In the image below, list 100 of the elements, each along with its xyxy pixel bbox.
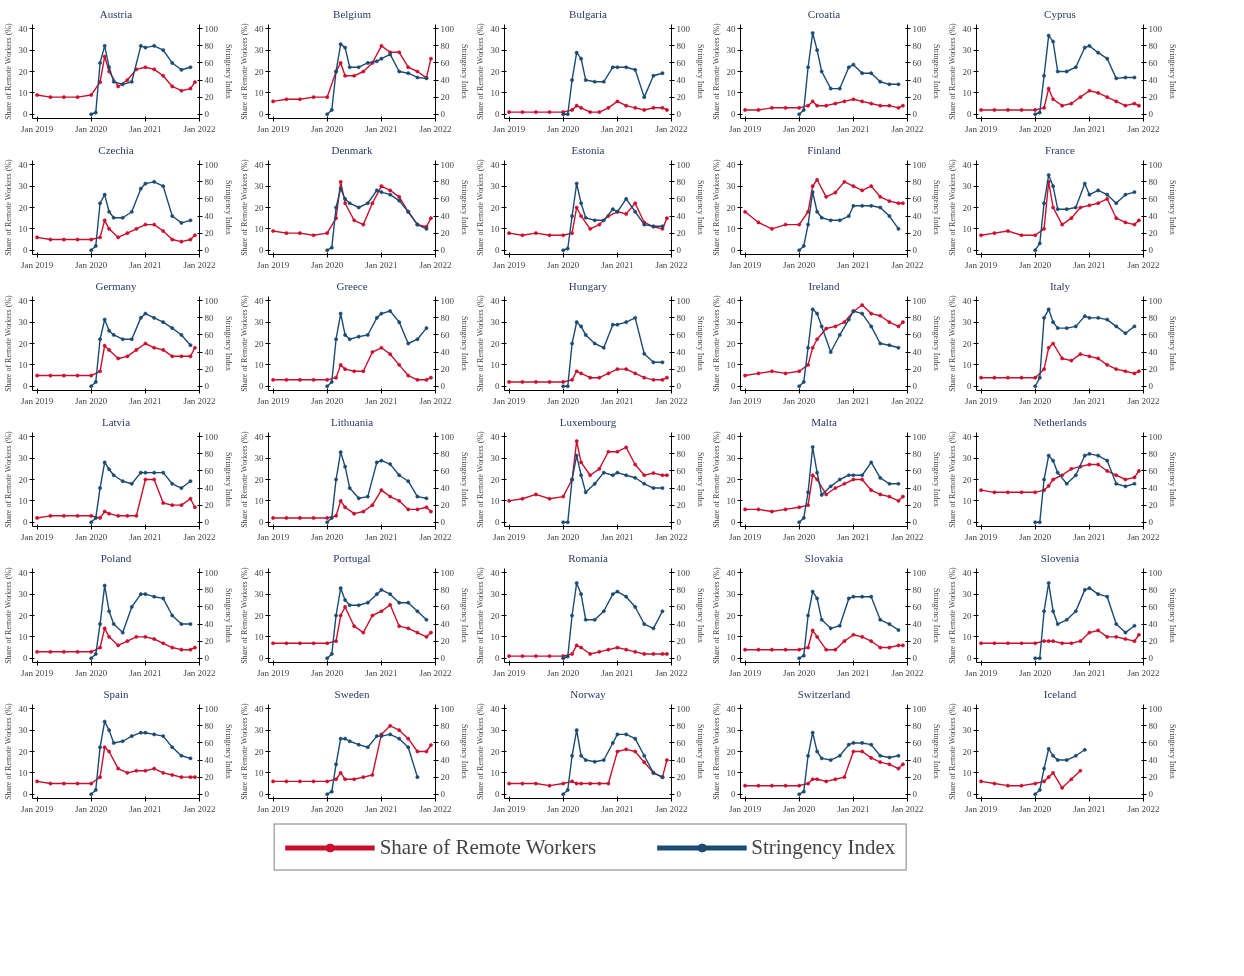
x-tick-label: Jan 2021 [129,531,162,542]
y2-tick-label: 40 [204,619,214,630]
x-tick-label: Jan 2022 [655,667,688,678]
y-tick-label: 30 [254,725,264,736]
x-tick-label: Jan 2019 [20,667,54,678]
y2-tick-label: 20 [676,92,686,103]
y-tick-label: 40 [490,567,500,578]
y2-tick-label: 80 [676,584,686,595]
y2-tick-label: 100 [912,295,927,306]
y2-axis-title: Stringency Index [224,452,233,507]
x-tick-label: Jan 2020 [1019,803,1052,814]
x-tick-label: Jan 2021 [129,123,162,134]
y2-tick-label: 40 [912,75,922,86]
y-tick-label: 10 [490,223,500,234]
y2-tick-label: 80 [204,40,214,51]
y2-axis-title: Stringency Index [460,180,469,235]
y-axis-title: Share of Remote Workers (%) [947,566,957,664]
y2-tick-label: 0 [676,381,682,392]
y-axis-title: Share of Remote Workers (%) [239,294,249,392]
y-axis-title: Share of Remote Workers (%) [475,294,485,392]
y2-tick-label: 100 [440,431,455,442]
y-tick-label: 10 [962,223,972,234]
y-tick-label: 40 [254,295,264,306]
x-tick-label: Jan 2020 [547,803,580,814]
y-tick-label: 10 [490,359,500,370]
y-tick-label: 40 [18,295,28,306]
y2-tick-label: 60 [440,57,450,68]
y-tick-label: 30 [962,725,972,736]
y2-tick-label: 60 [1148,329,1158,340]
y2-tick-label: 0 [440,789,446,800]
x-tick-label: Jan 2022 [1127,803,1160,814]
y2-tick-label: 20 [204,92,214,103]
x-tick-label: Jan 2020 [783,803,816,814]
y2-tick-label: 100 [204,23,219,34]
x-tick-label: Jan 2021 [365,531,398,542]
y-tick-label: 10 [254,359,264,370]
y2-tick-label: 20 [676,772,686,783]
chart-title: Bulgaria [569,7,608,20]
y2-tick-label: 60 [912,737,922,748]
y-tick-label: 0 [23,789,28,800]
y-axis-title: Share of Remote Workers (%) [3,566,13,664]
y2-tick-label: 60 [440,601,450,612]
y2-tick-label: 40 [912,619,922,630]
x-tick-label: Jan 2022 [183,259,216,270]
y-tick-label: 0 [259,653,264,664]
x-tick-label: Jan 2021 [837,667,870,678]
y2-tick-label: 20 [440,228,450,239]
y-tick-label: 40 [726,159,736,170]
y-axis-title: Share of Remote Workers (%) [475,158,485,256]
x-tick-label: Jan 2020 [75,667,108,678]
y2-tick-label: 40 [204,211,214,222]
x-tick-label: Jan 2021 [601,531,634,542]
y-tick-label: 0 [967,789,972,800]
x-tick-label: Jan 2022 [183,667,216,678]
x-tick-label: Jan 2020 [75,803,108,814]
x-tick-label: Jan 2021 [601,123,634,134]
x-tick-label: Jan 2021 [837,395,870,406]
x-tick-label: Jan 2020 [311,123,344,134]
y2-axis-title: Stringency Index [932,724,941,779]
y2-tick-label: 100 [1148,703,1163,714]
y-tick-label: 0 [731,653,736,664]
x-tick-label: Jan 2021 [837,803,870,814]
x-tick-label: Jan 2020 [75,531,108,542]
y2-tick-label: 40 [912,211,922,222]
y2-tick-label: 100 [676,295,691,306]
y2-tick-label: 60 [676,737,686,748]
x-tick-label: Jan 2021 [365,803,398,814]
x-tick-label: Jan 2019 [964,395,998,406]
y-tick-label: 30 [726,45,736,56]
y2-tick-label: 0 [1148,653,1154,664]
x-tick-label: Jan 2021 [365,667,398,678]
y2-tick-label: 100 [912,703,927,714]
y-tick-label: 0 [967,245,972,256]
y2-axis-title: Stringency Index [696,180,705,235]
x-tick-label: Jan 2019 [20,395,54,406]
x-tick-label: Jan 2020 [547,259,580,270]
chart-title: Italy [1049,279,1071,292]
y2-axis-title: Stringency Index [224,588,233,643]
y2-axis-title: Stringency Index [224,44,233,99]
y-tick-label: 20 [254,338,264,349]
x-tick-label: Jan 2019 [492,395,526,406]
y-tick-label: 0 [259,381,264,392]
y-tick-label: 0 [259,789,264,800]
x-tick-label: Jan 2019 [964,259,998,270]
y2-tick-label: 0 [912,245,918,256]
y2-tick-label: 100 [204,295,219,306]
y2-tick-label: 0 [676,653,682,664]
y2-tick-label: 60 [676,465,686,476]
y-tick-label: 30 [726,453,736,464]
y2-tick-label: 80 [440,40,450,51]
x-tick-label: Jan 2022 [419,531,452,542]
y-tick-label: 0 [259,517,264,528]
y2-tick-label: 0 [204,789,210,800]
x-tick-label: Jan 2021 [129,803,162,814]
y2-tick-label: 40 [204,347,214,358]
y-tick-label: 40 [18,23,28,34]
x-tick-label: Jan 2019 [728,259,762,270]
x-tick-label: Jan 2020 [75,123,108,134]
y2-tick-label: 80 [1148,584,1158,595]
y-tick-label: 30 [490,317,500,328]
